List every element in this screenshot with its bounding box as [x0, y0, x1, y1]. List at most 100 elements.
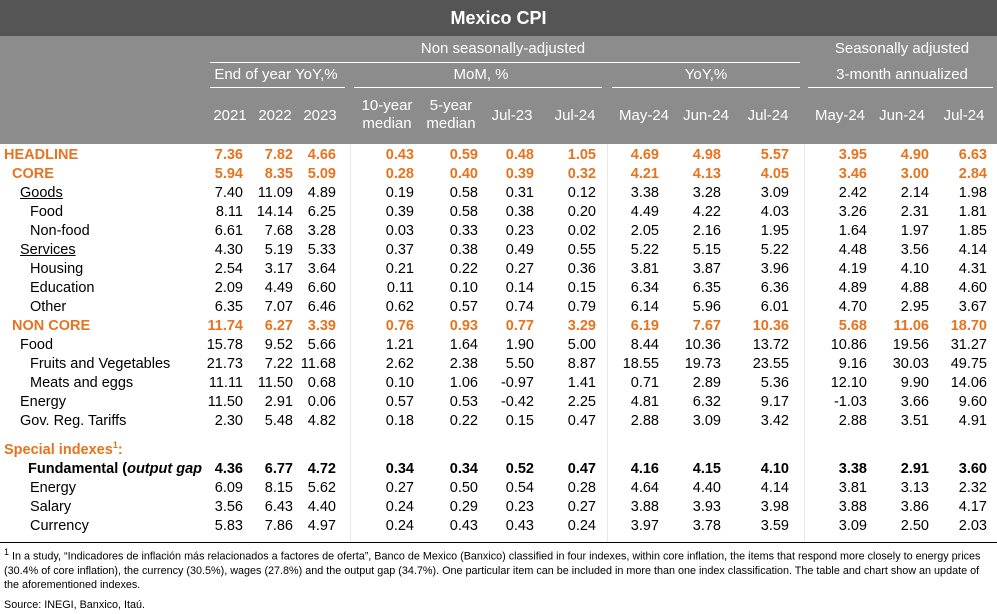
table-cell: 4.13: [692, 166, 721, 182]
row-label: Food: [30, 204, 64, 220]
table-cell: 3.98: [760, 499, 789, 515]
table-cell: -1.03: [833, 394, 867, 410]
table-cell: 5.36: [760, 375, 789, 391]
col-2022: 2022: [258, 107, 292, 124]
row-label: Salary: [30, 499, 72, 515]
table-cell: 6.34: [630, 280, 659, 296]
table-cell: 0.28: [567, 480, 596, 496]
table-cell: 18.55: [622, 356, 659, 372]
table-cell: 2.38: [449, 356, 478, 372]
table-cell: 0.24: [385, 499, 414, 515]
table-cell: 0.79: [567, 299, 596, 315]
table-cell: 1.97: [900, 223, 929, 239]
table-row-meats-eggs: Meats and eggs 11.11 11.50 0.68 0.10 1.06 -0.9…: [0, 374, 997, 393]
col-yoy-jun24: Jun-24: [683, 107, 729, 124]
table-cell: 0.29: [449, 499, 478, 515]
sa-label: Seasonally adjusted: [834, 40, 970, 57]
table-row-gov-tariffs: Gov. Reg. Tariffs 2.30 5.48 4.82 0.18 0.22 0.1…: [0, 412, 997, 431]
table-cell: 6.09: [214, 480, 243, 496]
table-cell: 5.09: [307, 166, 336, 182]
table-cell: 15.78: [206, 337, 243, 353]
table-cell: 4.40: [692, 480, 721, 496]
table-cell: 4.81: [630, 394, 659, 410]
table-cell: 2.25: [567, 394, 596, 410]
table-cell: 2.09: [214, 280, 243, 296]
table-cell: 4.10: [760, 461, 789, 477]
table-cell: 9.52: [264, 337, 293, 353]
table-cell: 2.42: [838, 185, 867, 201]
table-cell: 1.85: [958, 223, 987, 239]
group-mom: MoM, %: [453, 66, 509, 83]
table-cell: 3.51: [900, 413, 929, 429]
row-label: Fruits and Vegetables: [30, 356, 171, 372]
table-cell: 0.43: [449, 518, 478, 534]
table-row-headline: HEADLINE 7.36 7.82 4.66 0.43 0.59 0.48 1.05 4.69…: [0, 146, 997, 165]
table-row-core: CORE 5.94 8.35 5.09 0.28 0.40 0.39 0.32 4.21 4.13…: [0, 165, 997, 184]
table-cell: 6.35: [214, 299, 243, 315]
table-cell: 4.60: [958, 280, 987, 296]
table-cell: 6.32: [692, 394, 721, 410]
table-row-housing: Housing 2.54 3.17 3.64 0.21 0.22 0.27 0.36 3.81 3…: [0, 260, 997, 279]
table-cell: 4.66: [307, 147, 336, 163]
table-cell: 0.58: [449, 204, 478, 220]
table-cell: 2.91: [900, 461, 929, 477]
table-cell: 3.46: [838, 166, 867, 182]
table-cell: 0.48: [505, 147, 534, 163]
col-10y-median: 10-year median: [361, 97, 413, 132]
table-cell: 49.75: [950, 356, 987, 372]
table-cell: 1.81: [958, 204, 987, 220]
table-cell: 0.15: [567, 280, 596, 296]
table-cell: 0.62: [385, 299, 414, 315]
table-cell: 0.93: [449, 318, 478, 334]
table-cell: 1.95: [760, 223, 789, 239]
table-row-other: Other 6.35 7.07 6.46 0.62 0.57 0.74 0.79 6.14 5.9…: [0, 298, 997, 317]
table-cell: 5.22: [760, 242, 789, 258]
table-cell: 0.43: [385, 147, 414, 163]
table-cell: 0.27: [567, 499, 596, 515]
table-cell: 3.81: [838, 480, 867, 496]
table-cell: 21.73: [206, 356, 243, 372]
table-cell: 11.50: [257, 375, 293, 391]
table-cell: 7.86: [264, 518, 293, 534]
table-cell: 5.22: [630, 242, 659, 258]
table-cell: 0.36: [567, 261, 596, 277]
table-cell: 0.06: [307, 394, 336, 410]
table-cell: 0.47: [567, 413, 596, 429]
col-2023: 2023: [303, 107, 337, 124]
table-cell: 3.42: [760, 413, 789, 429]
table-cell: 0.27: [505, 261, 534, 277]
table-row-special-energy: Energy 6.09 8.15 5.62 0.27 0.50 0.54 0.28 4.64 4.…: [0, 479, 997, 498]
table-cell: 3.09: [760, 185, 789, 201]
footnote: 1 In a study, “Indicadores de inflación …: [4, 547, 981, 591]
table-cell: 7.40: [214, 185, 243, 201]
table-cell: 0.38: [449, 242, 478, 258]
table-cell: 10.36: [752, 318, 789, 334]
table-cell: 3.86: [900, 499, 929, 515]
row-label: Education: [30, 280, 95, 296]
table-cell: 3.29: [567, 318, 596, 334]
table-cell: 0.40: [449, 166, 478, 182]
table-cell: 6.35: [692, 280, 721, 296]
table-cell: 4.48: [838, 242, 867, 258]
table-cell: 7.36: [214, 147, 243, 163]
row-label: Fundamental (output gap: [28, 461, 202, 477]
table-cell: 18.70: [950, 318, 987, 334]
table-cell: 3.17: [264, 261, 293, 277]
table-cell: 3.13: [900, 480, 929, 496]
table-cell: 0.32: [567, 166, 596, 182]
table-cell: 5.62: [307, 480, 336, 496]
col-5y-median: 5-year median: [426, 97, 476, 132]
table-cell: 0.28: [385, 166, 414, 182]
table-row-core-food: Food 8.11 14.14 6.25 0.39 0.58 0.38 0.20 4.49 4.2…: [0, 203, 997, 222]
table-cell: 5.94: [214, 166, 243, 182]
table-cell: 0.31: [505, 185, 534, 201]
table-cell: 3.09: [692, 413, 721, 429]
table-cell: 10.36: [684, 337, 721, 353]
table-cell: 0.21: [385, 261, 414, 277]
table-cell: 6.43: [264, 499, 293, 515]
table-cell: 0.39: [385, 204, 414, 220]
table-cell: 6.27: [264, 318, 293, 334]
table-cell: 0.19: [385, 185, 414, 201]
table-cell: 0.37: [385, 242, 414, 258]
table-cell: 3.78: [692, 518, 721, 534]
